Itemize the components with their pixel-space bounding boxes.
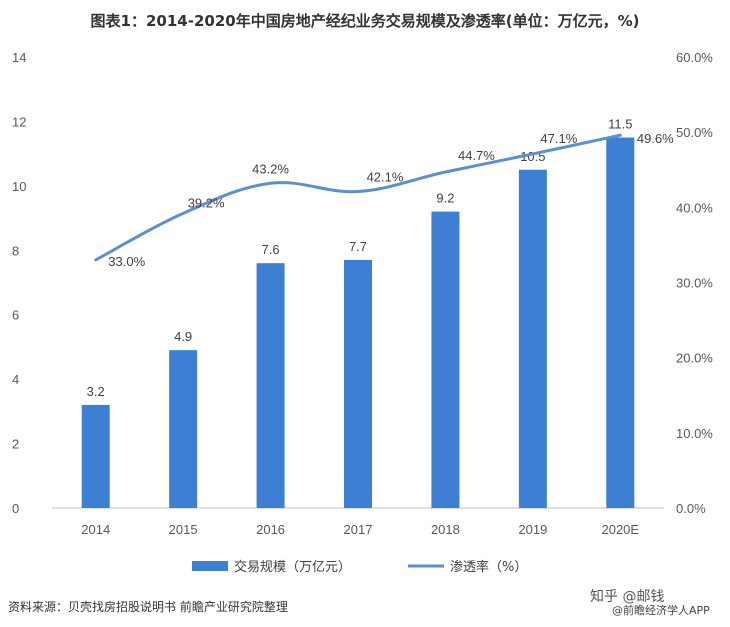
right-tick-label: 50.0% — [676, 125, 713, 140]
x-tick-label: 2018 — [431, 522, 460, 537]
right-axis-ticks: 0.0% 10.0% 20.0% 30.0% 40.0% 50.0% 60.0% — [676, 50, 713, 516]
chart-title: 图表1：2014-2020年中国房地产经纪业务交易规模及渗透率(单位：万亿元，%… — [90, 12, 640, 30]
line-data-label: 42.1% — [367, 170, 404, 185]
bar — [256, 263, 285, 508]
x-tick-label: 2017 — [344, 522, 373, 537]
watermark-credit-app: @前瞻经济学人APP — [612, 604, 710, 617]
bar-series — [81, 137, 635, 509]
legend-bar-swatch — [192, 561, 228, 571]
bar-data-labels: 3.24.97.6 7.79.210.511.5 — [87, 117, 633, 399]
bar — [169, 350, 198, 508]
line-data-label: 43.2% — [252, 161, 289, 176]
legend: 交易规模（万亿元） 渗透率（%） — [192, 559, 527, 575]
bar — [81, 404, 110, 508]
left-tick-label: 2 — [12, 437, 19, 452]
legend-line-label: 渗透率（%） — [450, 559, 527, 575]
left-tick-label: 0 — [12, 501, 19, 516]
bar-data-label: 3.2 — [87, 384, 105, 399]
right-tick-label: 40.0% — [676, 200, 713, 215]
right-tick-label: 60.0% — [676, 50, 713, 65]
bar-data-label: 11.5 — [608, 117, 632, 132]
left-tick-label: 10 — [12, 179, 26, 194]
bar — [606, 137, 635, 509]
right-tick-label: 20.0% — [676, 351, 713, 366]
line-data-label: 44.7% — [458, 148, 495, 163]
line-data-label: 49.6% — [637, 131, 674, 146]
x-tick-label: 2015 — [169, 522, 198, 537]
legend-bar-label: 交易规模（万亿元） — [234, 559, 351, 575]
bar-data-label: 7.7 — [349, 239, 367, 254]
left-axis-ticks: 0 2 4 6 8 10 12 14 — [12, 50, 26, 516]
bar — [518, 169, 547, 508]
line-data-label: 39.2% — [188, 195, 225, 210]
bar-data-label: 7.6 — [262, 242, 280, 257]
left-tick-label: 4 — [12, 372, 19, 387]
right-tick-label: 10.0% — [676, 426, 713, 441]
bar-data-label: 4.9 — [174, 329, 192, 344]
x-tick-label: 2019 — [518, 522, 547, 537]
left-tick-label: 6 — [12, 308, 19, 323]
line-data-labels: 33.0% 39.2% 43.2% 42.1% 44.7% 47.1% 49.6% — [108, 131, 674, 269]
right-tick-label: 0.0% — [676, 501, 706, 516]
x-tick-label: 2016 — [256, 522, 285, 537]
bar — [344, 259, 372, 508]
line-data-label: 47.1% — [540, 131, 577, 146]
line-data-label: 33.0% — [108, 254, 145, 269]
x-axis-ticks: 2014 2015 2016 2017 2018 2019 2020E — [81, 522, 639, 537]
x-tick-label: 2014 — [81, 522, 110, 537]
watermark-credit: 知乎 @邮钱 — [590, 589, 665, 605]
right-tick-label: 30.0% — [676, 276, 713, 291]
left-tick-label: 12 — [12, 114, 26, 129]
left-tick-label: 14 — [12, 50, 26, 65]
bar-data-label: 9.2 — [436, 191, 454, 206]
source-note: 资料来源：贝壳找房招股说明书 前瞻产业研究院整理 — [8, 600, 288, 614]
bar — [431, 211, 460, 508]
x-tick-label: 2020E — [601, 522, 639, 537]
penetration-rate-line — [94, 133, 622, 262]
left-tick-label: 8 — [12, 243, 19, 258]
